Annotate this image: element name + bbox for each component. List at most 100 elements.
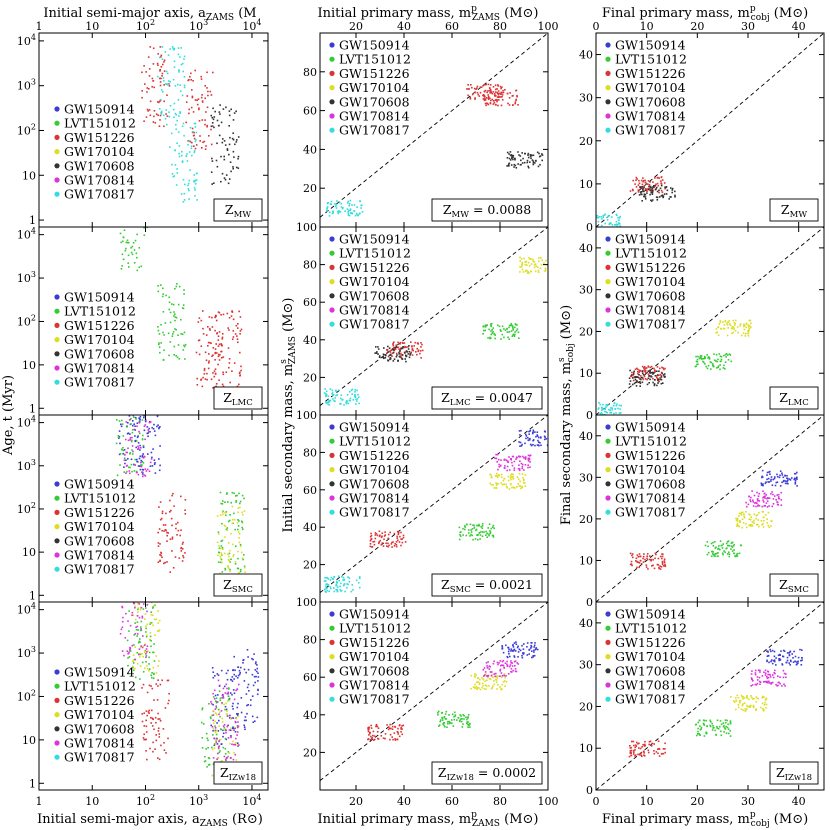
point-lvt151012 xyxy=(133,249,136,251)
point-gw170104 xyxy=(726,322,728,325)
point-gw151226 xyxy=(375,724,378,727)
point-lvt151012 xyxy=(727,540,730,542)
point-gw150914 xyxy=(772,478,774,481)
point-gw150914 xyxy=(776,473,778,476)
point-gw170817 xyxy=(337,212,340,215)
point-lvt151012 xyxy=(133,262,136,264)
point-gw151226 xyxy=(487,83,490,86)
point-lvt151012 xyxy=(494,337,496,340)
point-gw150914 xyxy=(775,657,777,659)
point-gw170814 xyxy=(774,669,776,672)
point-gw150914 xyxy=(766,659,768,662)
point-gw151226 xyxy=(396,537,399,539)
point-gw150914 xyxy=(538,444,540,447)
point-gw150914 xyxy=(789,479,792,481)
point-gw170608 xyxy=(523,161,526,164)
point-gw151226 xyxy=(639,560,642,562)
point-gw170104 xyxy=(743,516,746,519)
panel-c1-smc: 110102103104GW150914LVT151012GW151226GW1… xyxy=(17,406,269,603)
point-gw151226 xyxy=(391,728,394,730)
point-lvt151012 xyxy=(120,268,123,270)
point-gw150914 xyxy=(136,406,138,408)
point-gw151226 xyxy=(369,731,371,734)
point-gw170608 xyxy=(527,166,530,169)
point-lvt151012 xyxy=(441,716,443,719)
point-gw170104 xyxy=(155,655,157,657)
point-gw170817 xyxy=(610,411,612,414)
point-gw170104 xyxy=(544,270,546,272)
point-gw151226 xyxy=(212,354,214,356)
point-gw170608 xyxy=(210,114,213,117)
y-tick-label: 80 xyxy=(303,259,317,272)
point-gw151226 xyxy=(638,753,641,756)
point-gw151226 xyxy=(645,372,647,374)
point-lvt151012 xyxy=(226,493,228,495)
point-gw151226 xyxy=(648,187,651,190)
point-gw170814 xyxy=(125,612,127,615)
point-gw170817 xyxy=(332,210,334,213)
point-gw151226 xyxy=(638,377,640,379)
point-gw170104 xyxy=(157,665,159,667)
point-gw151226 xyxy=(208,353,210,355)
point-gw170104 xyxy=(748,524,750,527)
point-gw170814 xyxy=(779,676,781,678)
point-gw150914 xyxy=(519,445,521,447)
point-gw170814 xyxy=(777,681,780,684)
point-gw151226 xyxy=(635,176,638,179)
point-gw170817 xyxy=(601,409,603,411)
point-gw150914 xyxy=(534,444,536,447)
point-lvt151012 xyxy=(472,538,474,541)
point-gw170104 xyxy=(750,696,753,699)
point-gw170104 xyxy=(508,488,511,490)
point-gw170104 xyxy=(238,533,241,535)
point-gw151226 xyxy=(369,545,372,548)
point-gw170608 xyxy=(509,151,512,153)
legend-label-gw170608: GW170608 xyxy=(64,158,135,173)
point-gw170814 xyxy=(510,670,512,673)
point-gw151226 xyxy=(635,560,637,562)
point-gw151226 xyxy=(658,191,660,194)
legend-marker-lvt151012 xyxy=(605,250,611,256)
point-lvt151012 xyxy=(490,322,493,325)
point-gw151226 xyxy=(211,125,214,127)
point-gw170817 xyxy=(609,416,611,418)
legend-marker-gw170817 xyxy=(605,321,611,327)
point-gw170608 xyxy=(643,186,645,189)
point-gw150914 xyxy=(799,648,801,651)
legend-marker-gw151226 xyxy=(605,452,611,458)
point-gw151226 xyxy=(385,542,387,545)
point-gw151226 xyxy=(391,725,394,728)
point-gw150914 xyxy=(554,444,556,446)
point-gw170817 xyxy=(357,393,359,396)
point-gw170608 xyxy=(661,194,664,196)
point-gw151226 xyxy=(392,541,394,543)
point-gw151226 xyxy=(238,383,240,386)
point-gw151226 xyxy=(157,718,159,720)
point-gw170608 xyxy=(384,354,386,356)
point-gw170814 xyxy=(148,470,151,472)
point-gw170608 xyxy=(399,356,401,358)
point-gw151226 xyxy=(647,366,650,368)
point-gw150914 xyxy=(536,444,539,446)
point-gw170608 xyxy=(526,159,529,162)
point-lvt151012 xyxy=(153,672,155,675)
point-lvt151012 xyxy=(182,304,185,306)
point-gw170814 xyxy=(210,702,213,705)
point-gw151226 xyxy=(155,721,157,724)
point-lvt151012 xyxy=(219,561,222,564)
x-tick-label: 104 xyxy=(242,793,261,808)
point-gw150914 xyxy=(533,651,535,653)
point-lvt151012 xyxy=(201,721,203,724)
point-gw170814 xyxy=(769,676,772,678)
point-gw150914 xyxy=(158,469,161,472)
legend-label-gw170817: GW170817 xyxy=(615,317,686,332)
point-lvt151012 xyxy=(221,503,224,505)
point-gw151226 xyxy=(494,95,496,97)
point-lvt151012 xyxy=(730,545,733,547)
point-gw150914 xyxy=(800,664,803,666)
point-gw170104 xyxy=(491,673,493,676)
point-gw150914 xyxy=(766,650,768,653)
point-gw151226 xyxy=(202,310,204,312)
point-gw150914 xyxy=(507,656,509,659)
point-gw170814 xyxy=(124,589,126,591)
